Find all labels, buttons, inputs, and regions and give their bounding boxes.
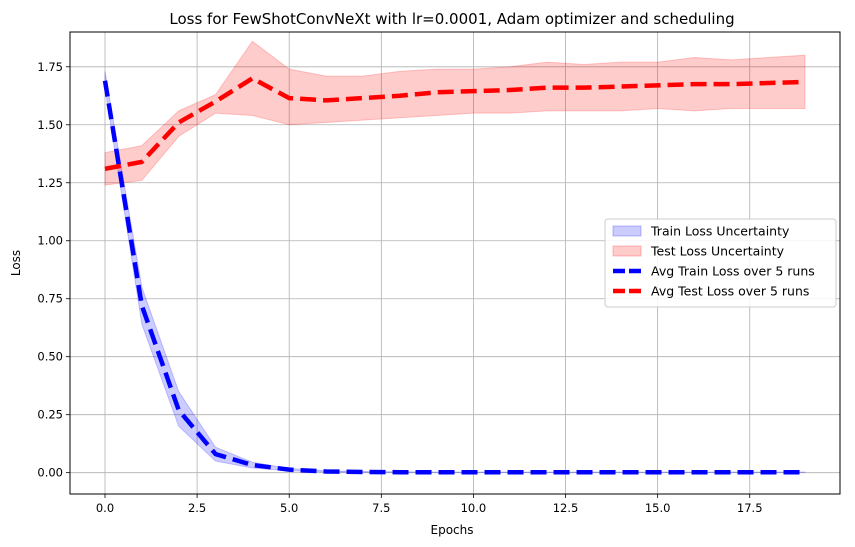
y-tick-label: 1.25 bbox=[37, 176, 63, 190]
avg-train-loss-line bbox=[102, 80, 805, 475]
legend-avg-test-loss-label: Avg Test Loss over 5 runs bbox=[651, 284, 809, 299]
x-tick-label: 15.0 bbox=[645, 501, 671, 515]
avg-test-loss-line bbox=[104, 76, 806, 172]
legend-test-uncertainty-label: Test Loss Uncertainty bbox=[650, 244, 785, 259]
y-tick-label: 1.00 bbox=[37, 234, 63, 248]
y-tick-label: 1.50 bbox=[37, 118, 63, 132]
y-tick-label: 0.00 bbox=[37, 466, 63, 480]
legend-box bbox=[604, 218, 837, 308]
test-uncertainty-band bbox=[104, 40, 806, 186]
y-axis-ticks: 0.00 0.25 0.50 0.75 1.00 1.25 1.50 1.75 bbox=[37, 60, 70, 480]
y-tick-label: 0.75 bbox=[37, 292, 63, 306]
legend-train-uncertainty-label: Train Loss Uncertainty bbox=[650, 224, 790, 239]
legend-avg-train-loss-label: Avg Train Loss over 5 runs bbox=[651, 264, 815, 279]
legend-test-uncertainty-swatch bbox=[612, 245, 642, 257]
series-lines bbox=[102, 76, 806, 475]
x-tick-label: 5.0 bbox=[280, 501, 298, 515]
chart-title: Loss for FewShotConvNeXt with lr=0.0001,… bbox=[169, 10, 734, 28]
y-axis-label: Loss bbox=[9, 250, 23, 276]
plot-frame bbox=[69, 31, 841, 495]
x-tick-label: 7.5 bbox=[372, 501, 390, 515]
x-tick-label: 12.5 bbox=[553, 501, 579, 515]
x-tick-label: 10.0 bbox=[461, 501, 487, 515]
x-axis-ticks: 0.0 2.5 5.0 7.5 10.0 12.5 15.0 17.5 bbox=[96, 494, 763, 515]
y-tick-label: 0.25 bbox=[37, 408, 63, 422]
x-tick-label: 2.5 bbox=[188, 501, 206, 515]
legend-train-uncertainty-swatch bbox=[612, 225, 642, 237]
x-axis-label: Epochs bbox=[431, 523, 474, 537]
x-tick-label: 0.0 bbox=[96, 501, 114, 515]
y-tick-label: 0.50 bbox=[37, 350, 63, 364]
y-tick-label: 1.75 bbox=[37, 60, 63, 74]
x-tick-label: 17.5 bbox=[737, 501, 763, 515]
legend: Train Loss Uncertainty Test Loss Uncertai… bbox=[604, 218, 837, 308]
